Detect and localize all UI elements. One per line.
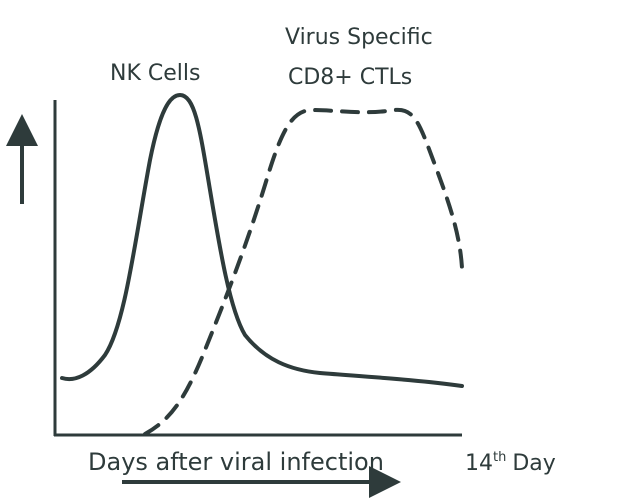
- ctl-label: CD8+ CTLs: [288, 65, 412, 90]
- end-number: 14: [465, 451, 493, 476]
- x-axis-label: Days after viral infection: [88, 448, 384, 476]
- ctl-curve: [143, 107, 464, 436]
- nk-label: NK Cells: [110, 61, 200, 86]
- nk-curve: [60, 93, 464, 388]
- ctl-label: Virus Specific: [285, 25, 433, 50]
- end-suffix: th: [493, 450, 506, 465]
- end-word: Day: [512, 451, 555, 476]
- end-label: 14th Day: [465, 450, 556, 476]
